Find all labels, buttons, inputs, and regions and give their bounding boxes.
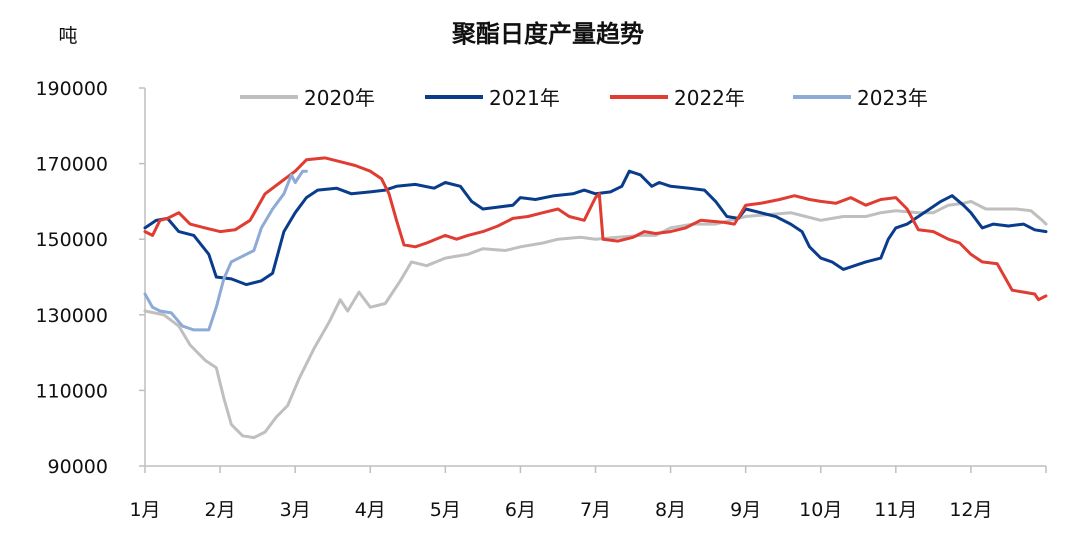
series-line-2 (143, 169, 1048, 287)
x-tick-label: 1月 (129, 499, 160, 521)
legend-item: 2023年 (793, 86, 928, 110)
x-tick-label: 12月 (949, 499, 992, 521)
y-tick-label: 110000 (35, 380, 108, 402)
x-tick-label: 6月 (505, 499, 536, 521)
x-tick-label: 8月 (655, 499, 686, 521)
chart-title: 聚酯日度产量趋势 (451, 20, 644, 48)
y-tick-label: 150000 (35, 229, 108, 251)
x-tick-label: 7月 (580, 499, 611, 521)
y-tick-label: 130000 (35, 305, 108, 327)
legend-item: 2022年 (610, 86, 745, 110)
y-axis-ticks: 90000 110000 130000 150000 170000 190000 (35, 78, 145, 478)
legend-item: 2021年 (425, 86, 560, 110)
y-tick-label: 190000 (35, 78, 108, 100)
y-axis-unit-label: 吨 (58, 25, 77, 47)
legend-label: 2022年 (674, 86, 745, 110)
x-tick-label: 9月 (730, 499, 761, 521)
legend-label: 2020年 (304, 86, 375, 110)
series-line-3 (143, 156, 1048, 302)
series-lines (143, 156, 1048, 440)
x-tick-label: 2月 (205, 499, 236, 521)
legend-item: 2020年 (240, 86, 375, 110)
x-tick-label: 4月 (355, 499, 386, 521)
x-axis-ticks: 1月 2月 3月 4月 5月 6月 7月 8月 9月 10月 11月 12月 (129, 466, 1047, 521)
chart-axes (144, 88, 1046, 467)
y-tick-label: 90000 (48, 456, 108, 478)
x-tick-label: 10月 (799, 499, 842, 521)
y-tick-label: 170000 (35, 154, 108, 176)
x-tick-label: 11月 (874, 499, 917, 521)
x-tick-label: 5月 (430, 499, 461, 521)
x-tick-label: 3月 (280, 499, 311, 521)
chart-legend: 2020年 2021年 2022年 2023年 (240, 86, 928, 110)
series-line-4 (143, 169, 308, 332)
legend-label: 2023年 (857, 86, 928, 110)
legend-label: 2021年 (489, 86, 560, 110)
series-line-1 (143, 199, 1048, 440)
